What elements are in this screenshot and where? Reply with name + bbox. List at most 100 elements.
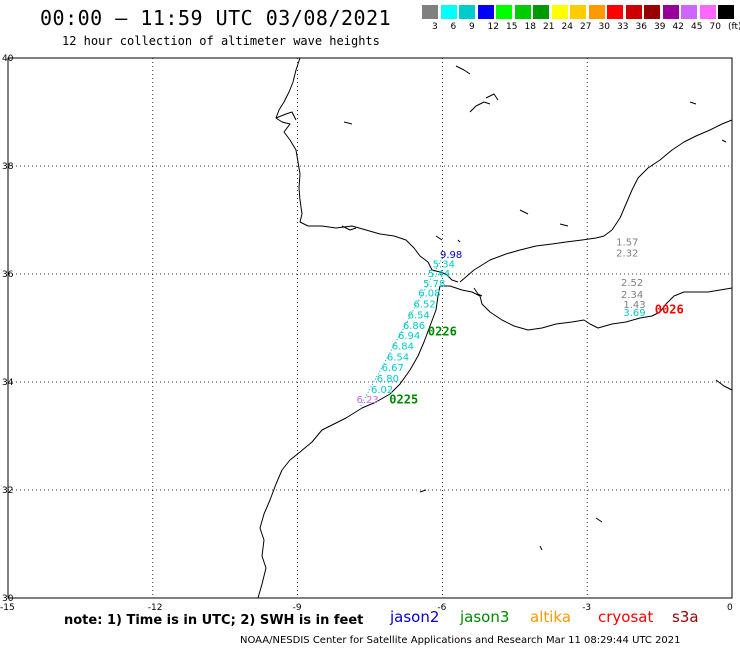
coast-bit [721,139,727,143]
coast-bit [457,239,461,243]
color-scale-label: 15 [506,22,518,32]
color-swatch [644,5,660,19]
color-swatch [533,5,549,19]
coast-bit [715,379,733,391]
coast-bit [455,65,471,75]
lat-tick-label: 32 [2,486,13,496]
color-scale-label: 18 [524,22,536,32]
axis-labels: 40 38 36 34 32 30-15 -12 -9 -6 -3 0 [0,54,733,613]
wave-height-value: 6.08 [418,289,440,300]
satellite-legend-entry: s3a [672,608,699,626]
graticule [7,57,733,599]
color-scale-label: 3 [432,22,438,32]
lat-tick-label: 36 [2,270,14,280]
color-scale-label: 12 [487,22,499,32]
map-subtitle: 12 hour collection of altimeter wave hei… [62,34,380,48]
coast-iberia [275,57,433,271]
wave-height-value: 5.44 [428,269,450,280]
wave-height-value: 6.94 [398,331,420,342]
coast-tagus [275,111,297,121]
lon-tick-label: -6 [437,603,446,613]
color-scale-label: (ft) [728,22,740,32]
satellite-track [359,257,443,407]
color-scale-label: 21 [543,22,555,32]
color-swatch [662,5,679,19]
color-scale-label: 33 [617,22,629,32]
coast-bit [519,209,529,215]
color-scale-label: 42 [672,22,684,32]
satellite-legend-entry: altika [530,608,572,626]
color-scale-label: 30 [598,22,610,32]
wave-height-value: 6.52 [413,299,435,310]
wave-height-value: 5.34 [433,260,455,271]
satellite-legend-entry: jason2 [390,608,440,626]
pass-labels: 0226 0225 0026 [389,302,683,406]
wave-height-value: 1.43 [623,300,645,311]
color-swatch [570,5,586,19]
color-scale-label: 36 [635,22,647,32]
pass-time-label: 0026 [655,302,684,316]
color-scale-label: 70 [709,22,721,32]
color-swatch [625,5,642,19]
color-swatch [681,5,697,19]
coast-bit [539,545,543,551]
coast-spain-east [611,119,733,231]
wave-height-labels: 9.985.345.445.786.086.526.546.866.946.84… [356,237,645,406]
wave-height-value: 6.54 [408,310,430,321]
wave-height-value: 2.32 [616,249,638,260]
footer-credit: NOAA/NESDIS Center for Satellite Applica… [240,635,681,646]
lat-tick-label: 40 [2,54,14,64]
wave-height-value: 3.69 [623,308,645,319]
coast-morocco-atlantic [257,285,441,599]
color-swatch [496,5,512,19]
satellite-legend-entry: cryosat [598,608,654,626]
wave-height-value: 2.34 [621,290,643,301]
coast-bit [689,101,697,105]
pass-time-label: 0226 [428,325,457,339]
color-swatch [588,5,605,19]
color-scale-label: 9 [469,22,475,32]
coast-bit [559,223,569,227]
color-swatch [477,5,494,19]
footer-note: note: 1) Time is in UTC; 2) SWH is in fe… [64,613,364,628]
color-swatch [551,5,568,19]
lat-tick-label: 38 [2,162,14,172]
lon-tick-label: -12 [148,603,163,613]
wave-height-value: 1.57 [616,237,638,248]
lat-tick-label: 30 [2,594,14,604]
color-scale-label: 24 [561,22,573,32]
wave-height-value: 5.78 [423,279,445,290]
color-swatch [440,5,457,19]
coast-bit [595,517,603,523]
wave-height-value: 6.80 [377,374,399,385]
satellite-legend-entry: jason3 [460,608,510,626]
color-swatch [459,5,475,19]
pass-time-label: 0225 [389,393,418,407]
wave-height-value: 2.52 [621,278,643,289]
wave-height-value: 6.02 [371,385,393,396]
coastline [257,57,733,599]
coast-gibraltar [431,269,459,283]
wave-height-value: 6.67 [382,363,404,374]
color-scale-label: 6 [450,22,457,32]
coast-morocco-med [440,285,733,331]
color-swatch [699,5,716,19]
color-scale-label: 27 [580,22,592,32]
lon-tick-label: -3 [582,603,591,613]
color-swatch [422,5,438,19]
color-scale-label: 39 [654,22,666,32]
coast-ceuta [473,287,483,297]
coast-bit [343,121,353,125]
lon-tick-label: 0 [727,603,733,613]
color-swatch [718,5,734,19]
coast-bit [435,235,443,241]
wave-height-value: 6.86 [403,321,425,332]
wave-height-value: 6.84 [392,342,414,353]
map-title: 00:00 – 11:59 UTC 03/08/2021 [40,6,392,30]
lat-tick-label: 34 [2,378,14,388]
color-scale-label: 45 [691,22,703,32]
color-swatch [607,5,623,19]
wave-height-value: 6.54 [387,352,409,363]
coast-bit [419,489,427,493]
